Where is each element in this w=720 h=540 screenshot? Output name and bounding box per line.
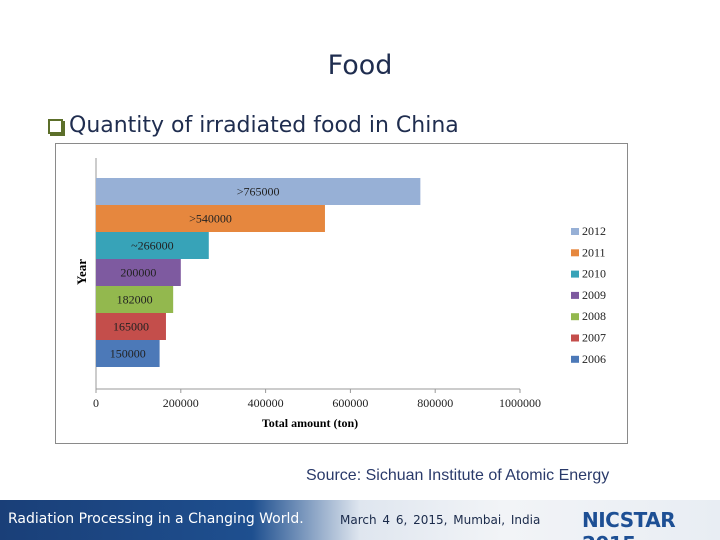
bar-2006 xyxy=(96,340,160,367)
bar-label-2010: ~266000 xyxy=(131,239,174,253)
x-tick-label: 400000 xyxy=(248,396,284,410)
chart-legend: 2012 2011 2010 2009 2008 2007 2006 xyxy=(571,224,606,366)
bar-2011 xyxy=(96,205,325,232)
bar-2012 xyxy=(96,178,421,205)
legend-swatch-2012 xyxy=(571,228,579,235)
bar-2008 xyxy=(96,286,174,313)
slide-title: Food xyxy=(327,50,393,81)
legend-label-2006: 2006 xyxy=(582,352,606,366)
source-citation: Source: Sichuan Institute of Atomic Ener… xyxy=(306,467,610,484)
checkbox-bullet-icon xyxy=(48,118,63,134)
legend-label-2008: 2008 xyxy=(582,309,606,323)
legend-swatch-2006 xyxy=(571,355,579,363)
legend-label-2010: 2010 xyxy=(582,267,606,281)
footer-tagline: Radiation Processing in a Changing World… xyxy=(8,511,304,527)
y-axis-label: Year xyxy=(74,259,89,285)
conference-logo: NICSTAR 2015 xyxy=(582,508,676,540)
x-tick-label: 600000 xyxy=(332,396,368,410)
legend-label-2009: 2009 xyxy=(582,288,606,302)
bullet-row: Quantity of irradiated food in China xyxy=(48,110,459,140)
legend-swatch-2011 xyxy=(571,249,579,257)
footer-bar: Radiation Processing in a Changing World… xyxy=(0,500,720,540)
chart-ticks: 0 200000 400000 600000 800000 1000000 xyxy=(93,389,541,410)
bar-label-2009: 200000 xyxy=(120,266,156,280)
bar-label-2012: >765000 xyxy=(237,185,280,199)
footer-date-location: March 4 6, 2015, Mumbai, India xyxy=(340,513,541,527)
legend-label-2011: 2011 xyxy=(582,245,606,259)
bar-label-2011: >540000 xyxy=(189,212,232,226)
bar-2009 xyxy=(96,259,181,286)
x-tick-label: 0 xyxy=(93,396,99,410)
legend-swatch-2007 xyxy=(571,334,579,342)
x-axis-label: Total amount (ton) xyxy=(262,416,358,430)
chart-bars: >765000 >540000 ~266000 200000 182000 165000 1… xyxy=(96,178,421,367)
bar-2010 xyxy=(96,232,209,259)
chart-frame: >765000 >540000 ~266000 200000 182000 165000 1… xyxy=(55,143,628,444)
x-tick-label: 200000 xyxy=(163,396,199,410)
bar-label-2006: 150000 xyxy=(110,347,146,361)
x-tick-label: 1000000 xyxy=(499,396,541,410)
bar-chart: >765000 >540000 ~266000 200000 182000 165000 1… xyxy=(74,158,606,430)
bullet-text: Quantity of irradiated food in China xyxy=(69,112,459,138)
bar-label-2008: 182000 xyxy=(117,293,153,307)
bar-label-2007: 165000 xyxy=(113,320,149,334)
legend-swatch-2009 xyxy=(571,291,579,299)
legend-swatch-2008 xyxy=(571,313,579,321)
x-tick-label: 800000 xyxy=(417,396,453,410)
legend-label-2007: 2007 xyxy=(582,331,606,345)
bar-2007 xyxy=(96,313,166,340)
legend-swatch-2010 xyxy=(571,270,579,278)
legend-label-2012: 2012 xyxy=(582,224,606,238)
